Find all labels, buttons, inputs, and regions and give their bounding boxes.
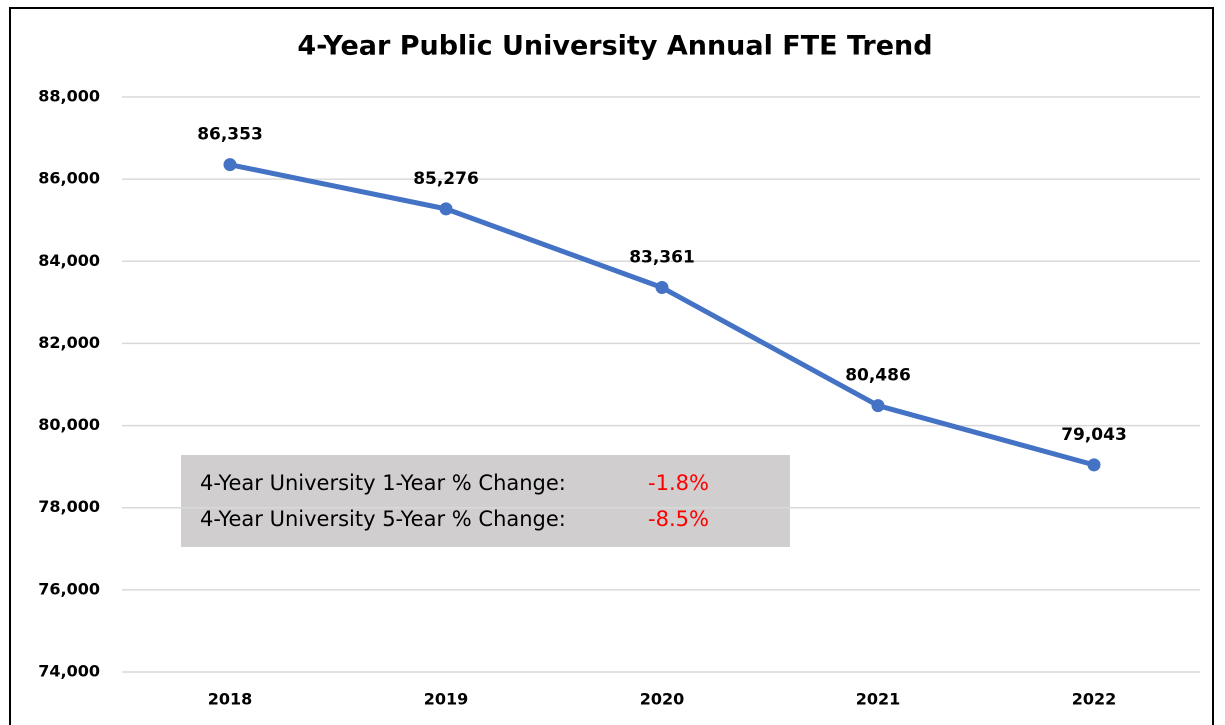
- y-tick-label: 76,000: [38, 579, 100, 598]
- point: [439, 202, 453, 216]
- y-tick-label: 82,000: [38, 333, 100, 352]
- chart-frame: [9, 7, 1214, 725]
- annotation-value: -1.8%: [648, 471, 709, 495]
- y-tick-label: 78,000: [38, 497, 100, 516]
- data-label: 79,043: [1061, 425, 1127, 445]
- y-tick-label: 88,000: [38, 87, 100, 106]
- y-tick-label: 74,000: [38, 662, 100, 681]
- point: [223, 158, 237, 172]
- y-tick-label: 84,000: [38, 251, 100, 270]
- y-tick-label: 86,000: [38, 169, 100, 188]
- data-label: 86,353: [197, 125, 263, 145]
- data-label: 80,486: [845, 366, 911, 386]
- data-label: 83,361: [629, 248, 695, 268]
- chart-title: 4-Year Public University Annual FTE Tren…: [297, 31, 932, 62]
- point: [655, 281, 669, 295]
- x-tick-label: 2020: [640, 690, 685, 709]
- x-tick-label: 2019: [424, 690, 469, 709]
- x-tick-label: 2018: [208, 690, 253, 709]
- y-tick-label: 80,000: [38, 415, 100, 434]
- annotation-text: 4-Year University 5-Year % Change:: [200, 507, 566, 531]
- x-tick-label: 2021: [856, 690, 901, 709]
- point: [1087, 458, 1101, 472]
- data-label: 85,276: [413, 169, 479, 189]
- point: [871, 399, 885, 413]
- annotation-text: 4-Year University 1-Year % Change:: [200, 471, 566, 495]
- annotation-box: [181, 455, 790, 547]
- annotation-value: -8.5%: [648, 507, 709, 531]
- x-tick-label: 2022: [1072, 690, 1117, 709]
